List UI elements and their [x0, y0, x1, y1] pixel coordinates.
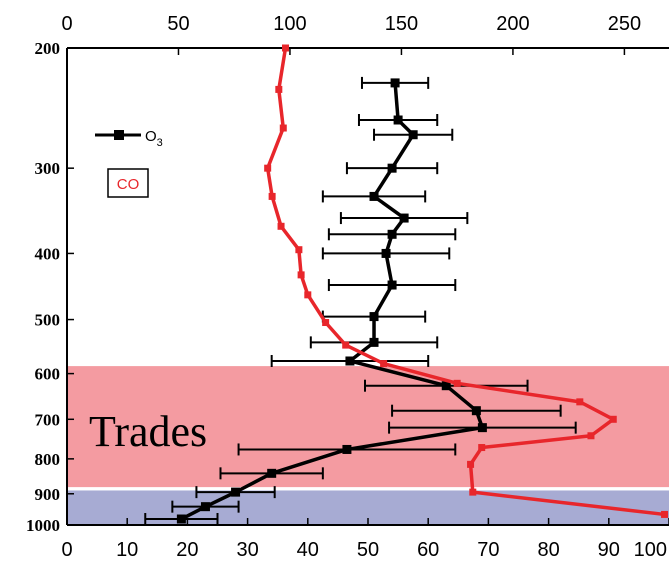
co-data-point	[297, 271, 305, 279]
left-tick-label: 900	[35, 485, 61, 504]
left-tick-label: 800	[35, 450, 61, 469]
co-data-point	[576, 398, 584, 406]
co-series-line	[265, 47, 665, 517]
bottom-tick-label: 70	[477, 539, 499, 561]
co-data-point	[295, 246, 303, 254]
top-tick-label: 0	[61, 13, 72, 35]
left-tick-label: 500	[35, 311, 61, 330]
o3-data-point	[390, 78, 400, 88]
region-label-trades: Trades	[89, 407, 207, 456]
top-tick-label: 100	[273, 13, 306, 35]
o3-data-point	[477, 423, 487, 433]
legend-co-box	[107, 168, 149, 198]
o3-data-point	[441, 381, 451, 391]
co-data-point	[282, 44, 290, 52]
co-data-point	[304, 291, 312, 299]
bottom-tick-label: 40	[297, 539, 319, 561]
bottom-tick-label: 60	[417, 539, 439, 561]
co-data-point	[277, 222, 285, 230]
o3-data-point	[393, 115, 403, 125]
top-tick-label: 250	[608, 13, 641, 35]
co-data-point	[609, 415, 617, 423]
left-tick-label: 600	[35, 365, 61, 384]
bottom-tick-label: 80	[537, 539, 559, 561]
o3-data-point	[471, 406, 481, 416]
top-tick-label: 150	[385, 13, 418, 35]
co-data-point	[380, 360, 388, 368]
o3-data-point	[387, 163, 397, 173]
legend-co-label: CO	[117, 176, 140, 193]
o3-data-point	[387, 280, 397, 290]
o3-data-point	[408, 130, 418, 140]
co-data-point	[275, 85, 283, 93]
o3-data-point	[345, 356, 355, 366]
o3-series-line	[180, 82, 485, 521]
o3-data-point	[399, 213, 409, 223]
co-data-point	[453, 379, 461, 387]
bottom-tick-label: 10	[116, 539, 138, 561]
left-tick-label: 1000	[26, 516, 60, 535]
o3-data-point	[200, 502, 210, 512]
co-data-point	[587, 432, 595, 440]
top-tick-label: 200	[496, 13, 529, 35]
bottom-tick-label: 0	[61, 539, 72, 561]
co-data-point	[279, 124, 287, 132]
co-data-point	[264, 164, 272, 172]
co-data-point	[467, 460, 475, 468]
top-tick-label: 50	[167, 13, 189, 35]
o3-data-point	[231, 487, 241, 497]
left-tick-label: 200	[35, 39, 61, 58]
o3-data-point	[342, 444, 352, 454]
left-tick-label: 700	[35, 410, 61, 429]
legend: O3 CO	[95, 128, 163, 198]
o3-data-point	[176, 514, 186, 524]
ticks-layer: 0 50 100 150 200 250 0 10 20 30 40 50 60 70 80 90 100 200…	[26, 13, 669, 561]
bottom-tick-label: 50	[357, 539, 379, 561]
o3-data-point	[369, 337, 379, 347]
o3-data-point	[387, 229, 397, 239]
co-data-point	[268, 192, 276, 200]
o3-data-point	[381, 248, 391, 258]
bottom-tick-label: 20	[176, 539, 198, 561]
co-data-point	[469, 488, 477, 496]
co-data-point	[661, 510, 669, 518]
o3-data-point	[369, 312, 379, 322]
bottom-tick-label: 90	[598, 539, 620, 561]
series-layer	[144, 44, 669, 526]
left-tick-label: 300	[35, 159, 61, 178]
legend-o3-label: O3	[145, 128, 163, 149]
legend-o3-marker	[114, 130, 124, 140]
co-data-point	[478, 444, 486, 452]
o3-data-point	[267, 468, 277, 478]
co-data-point	[342, 341, 350, 349]
o3-data-point	[369, 191, 379, 201]
bottom-tick-label: 100	[634, 539, 667, 561]
left-tick-label: 400	[35, 244, 61, 263]
bottom-tick-label: 30	[236, 539, 258, 561]
co-data-point	[322, 319, 330, 327]
